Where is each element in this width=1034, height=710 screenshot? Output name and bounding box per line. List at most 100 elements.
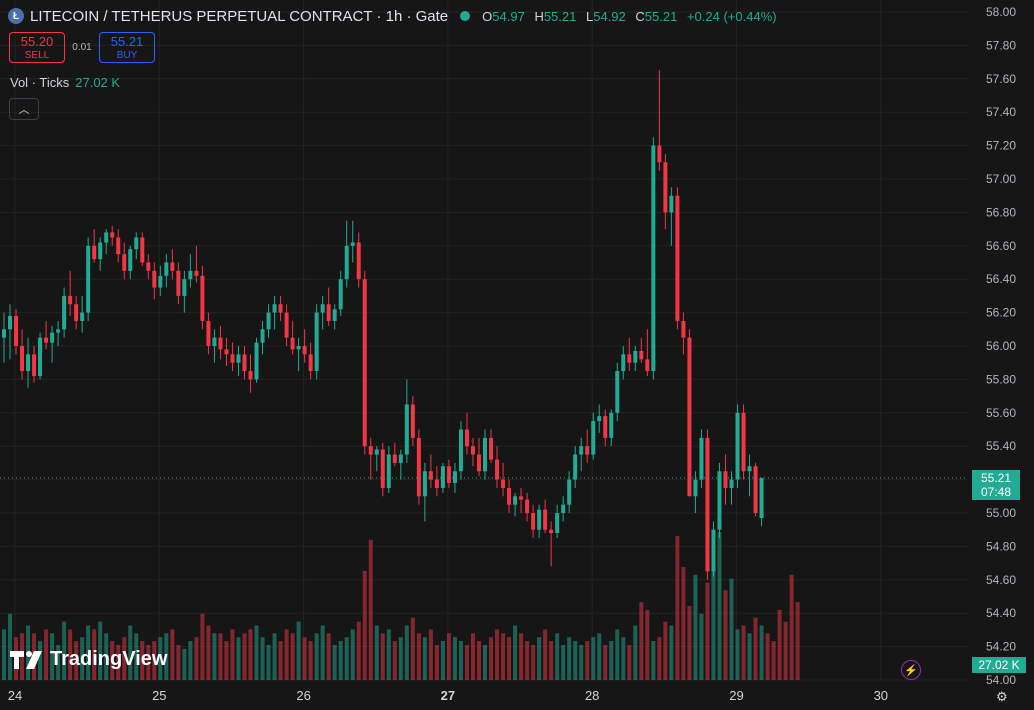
volume-bar [416,633,421,680]
candle-body [110,232,115,238]
volume-bar [308,641,313,680]
volume-bar [302,637,307,680]
volume-bar [38,641,43,680]
price-axis-label: 57.20 [986,139,1016,153]
candle-body [278,304,283,313]
candle-body [404,404,409,455]
sell-button[interactable]: 55.20 SELL [9,32,65,63]
volume-bar [513,625,518,680]
symbol-header[interactable]: Ł LITECOIN / TETHERUS PERPETUAL CONTRACT… [8,6,777,26]
volume-bar [434,644,439,680]
volume-legend[interactable]: Vol · Ticks 27.02 K [10,75,120,90]
volume-bar [663,621,668,680]
volume-bar [717,532,722,680]
time-axis-label: 30 [874,688,888,703]
candle-body [525,499,530,513]
volume-bar [74,641,79,680]
buy-label: BUY [116,50,138,61]
volume-bar [104,633,109,680]
candle-body [681,320,686,338]
candle-body [284,312,289,338]
candle-body [657,145,662,163]
price-axis[interactable]: 58.00 57.80 57.60 57.40 57.20 57.00 56.80 56.60… [986,5,1016,687]
volume-bar [687,606,692,680]
candle-body [422,471,427,497]
volume-bar [579,644,584,680]
volume-bar [2,629,6,680]
price-axis-label: 54.20 [986,640,1016,654]
lightning-icon[interactable]: ⚡ [901,660,921,680]
volume-bar [507,637,512,680]
sell-price: 55.20 [20,34,54,49]
candle-body [675,195,680,321]
chevron-up-icon: ︿ [18,104,30,116]
close-value: 55.21 [644,8,678,24]
buy-button[interactable]: 55.21 BUY [99,32,155,63]
volume-bar [242,633,247,680]
candle-body [320,304,325,313]
candle-body [428,471,433,480]
volume-bar [374,625,379,680]
candle-body [615,371,620,413]
volume-bar [645,609,650,680]
symbol-title[interactable]: LITECOIN / TETHERUS PERPETUAL CONTRACT ·… [30,7,449,25]
volume-bar [368,539,373,680]
volume-bar [224,641,229,680]
candle-body [591,421,596,455]
volume-bar [296,621,301,680]
close-label: C [635,8,645,24]
volume-bar [765,633,770,680]
candle-body [44,337,49,343]
settings-gear-icon[interactable]: ⚙ [996,689,1008,704]
candle-body [290,337,295,350]
candle-body [164,262,169,276]
volume-bar [254,625,259,680]
volume-bar [332,644,337,680]
candle-body [627,354,632,363]
volume-bar [723,590,728,680]
bar-countdown: 07:48 [980,485,1012,499]
candle-body [62,295,67,330]
volume-bar [362,570,367,680]
candle-body [458,429,463,472]
volume-bar [230,629,235,680]
candle-body [176,270,181,296]
candle-body [531,513,536,530]
volume-bar [278,641,283,680]
candle-body [182,279,187,296]
volume-bar [128,625,133,680]
candle-body [519,496,524,500]
candle-body [170,262,175,271]
candle-body [410,404,415,438]
volume-bar [651,641,656,680]
volume-bar [567,637,572,680]
candle-body [14,315,19,346]
candle-body [446,466,451,483]
candle-body [753,466,758,513]
candle-body [314,312,319,372]
price-axis-label: 56.60 [986,239,1016,253]
high-label: H [534,8,544,24]
candle-body [224,349,229,355]
volume-bar [711,570,716,680]
candle-body [386,454,391,488]
candle-body [362,279,367,447]
time-axis[interactable]: 24 25 26 27 28 29 30 [8,688,888,703]
volume-bar [206,625,211,680]
candle-body [639,351,644,360]
price-axis-label: 54.00 [986,673,1016,687]
volume-bar [116,644,121,680]
volume-bar [675,535,680,680]
candle-body [212,337,217,346]
volume-bar [392,641,397,680]
tradingview-logo[interactable]: TradingView [10,648,167,671]
collapse-legend-button[interactable]: ︿ [9,98,39,120]
price-axis-label: 56.80 [986,205,1016,219]
volume-bar [290,633,295,680]
time-axis-label: 28 [585,688,599,703]
candle-body [711,529,716,572]
volume-bar [495,629,500,680]
price-axis-label: 55.60 [986,406,1016,420]
volume-bar [729,578,734,680]
